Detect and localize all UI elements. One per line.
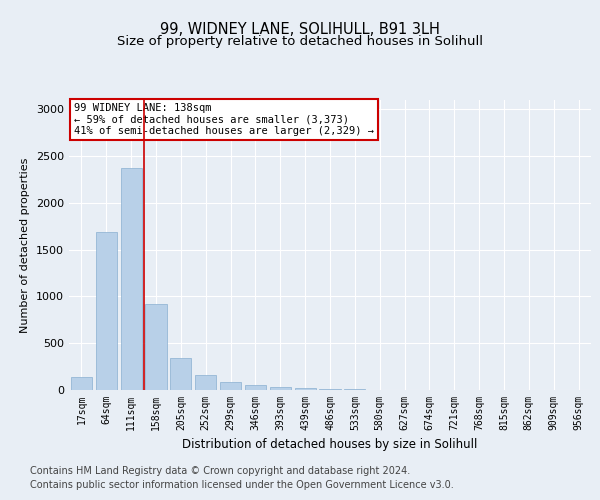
- Bar: [145, 304, 167, 390]
- Text: 99, WIDNEY LANE, SOLIHULL, B91 3LH: 99, WIDNEY LANE, SOLIHULL, B91 3LH: [160, 22, 440, 38]
- Y-axis label: Number of detached properties: Number of detached properties: [20, 158, 31, 332]
- Bar: [270, 386, 291, 390]
- Bar: [295, 388, 316, 390]
- Text: 99 WIDNEY LANE: 138sqm
← 59% of detached houses are smaller (3,373)
41% of semi-: 99 WIDNEY LANE: 138sqm ← 59% of detached…: [74, 103, 374, 136]
- Bar: [245, 385, 266, 390]
- Text: Contains HM Land Registry data © Crown copyright and database right 2024.: Contains HM Land Registry data © Crown c…: [30, 466, 410, 476]
- X-axis label: Distribution of detached houses by size in Solihull: Distribution of detached houses by size …: [182, 438, 478, 452]
- Bar: [170, 358, 191, 390]
- Bar: [71, 377, 92, 390]
- Bar: [220, 382, 241, 390]
- Bar: [195, 375, 216, 390]
- Text: Size of property relative to detached houses in Solihull: Size of property relative to detached ho…: [117, 35, 483, 48]
- Bar: [96, 232, 117, 390]
- Text: Contains public sector information licensed under the Open Government Licence v3: Contains public sector information licen…: [30, 480, 454, 490]
- Bar: [319, 388, 341, 390]
- Bar: [344, 389, 365, 390]
- Bar: [121, 168, 142, 390]
